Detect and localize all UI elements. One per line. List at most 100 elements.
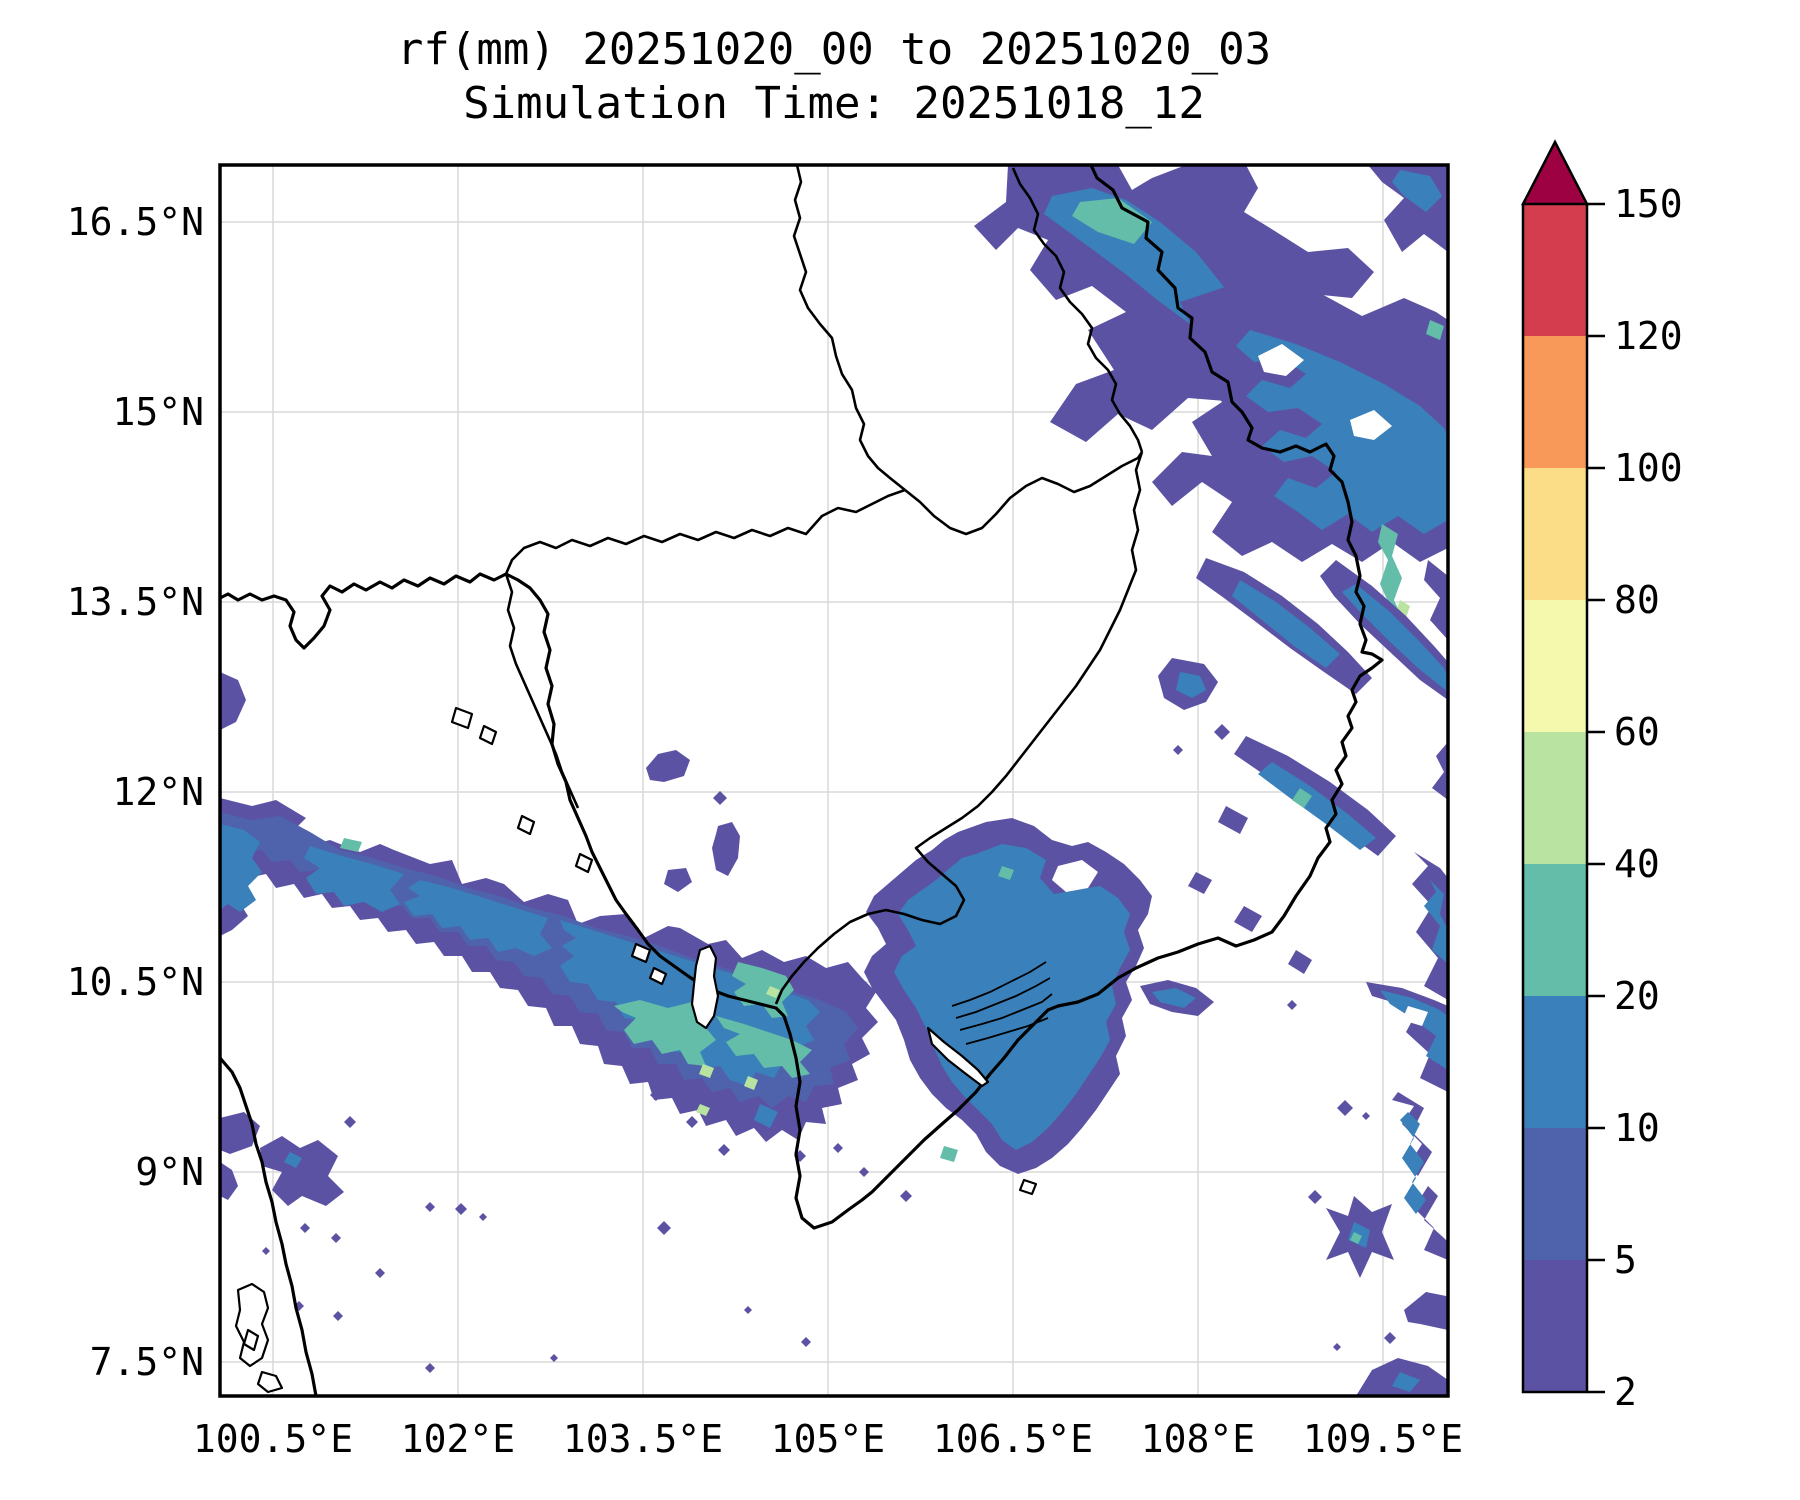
rain-dot	[801, 1337, 811, 1347]
rain-dot	[331, 1233, 341, 1243]
rain-patch-finger-3	[1424, 560, 1448, 640]
rain-dot	[262, 1247, 270, 1255]
rain-patch-bl-wing-2	[260, 1136, 344, 1206]
rain-dot	[713, 791, 727, 805]
geography	[218, 164, 1384, 1397]
rain-patch-sw-green-2	[744, 1076, 758, 1090]
x-tick-label: 106.5°E	[933, 1417, 1093, 1461]
rainfall-contours	[220, 165, 1448, 1396]
rain-patch-crescent-1	[646, 750, 690, 782]
rain-patch-delta-teal-1	[940, 1146, 958, 1162]
country-border	[1011, 167, 1144, 453]
colorbar-outline	[1521, 204, 1589, 1394]
x-tick-label: 105°E	[771, 1417, 885, 1461]
rain-patch-ne-band-teal	[1072, 198, 1152, 244]
rain-patch-trail-1	[1188, 872, 1212, 894]
rain-dot	[300, 1223, 310, 1233]
rain-dot	[1362, 1112, 1370, 1120]
rain-dot	[425, 1363, 435, 1373]
y-tick-label: 12°N	[112, 770, 204, 814]
rain-patch-edge-sliver	[1432, 742, 1448, 800]
island-outline	[242, 1328, 260, 1352]
rain-patch-sw-teal-4	[340, 838, 362, 852]
rain-patch-br-snake-blue	[1400, 1112, 1426, 1214]
rain-dot	[1173, 745, 1183, 755]
colorbar-tick-label: 150	[1614, 182, 1683, 226]
colorbar-segment	[1523, 864, 1587, 996]
y-axis-labels: 16.5°N 15°N 13.5°N 12°N 10.5°N 9°N 7.5°N	[67, 200, 204, 1384]
rain-patch-br-snake	[1392, 1092, 1448, 1260]
rain-dot	[650, 1089, 662, 1101]
colorbar-tick-label: 5	[1614, 1238, 1637, 1282]
colorbar-tick-label: 60	[1614, 710, 1660, 754]
rain-patch-sw-teal-3	[732, 962, 794, 1018]
rain-dot	[900, 1190, 912, 1202]
rain-patch-br-bottom-blue	[1392, 1372, 1420, 1392]
country-border	[774, 451, 1144, 1005]
colorbar-tick-label: 2	[1614, 1370, 1637, 1414]
island-outline	[1018, 1178, 1038, 1196]
island-outline	[450, 706, 474, 730]
rain-patch-crescent-3	[664, 868, 692, 892]
rain-patch-tr-corner-blue	[1392, 170, 1442, 212]
rain-dot	[859, 1167, 869, 1177]
colorbar-tick-label: 20	[1614, 974, 1660, 1018]
rain-patch-br-arc	[1404, 1292, 1448, 1330]
rain-patch-sw-teal-1	[614, 1000, 716, 1066]
country-border	[504, 488, 906, 809]
island-outline	[630, 942, 652, 964]
rain-patch-finger-1-blue	[1232, 580, 1340, 668]
rain-patch-finger-2-blue	[1342, 584, 1448, 692]
country-border	[792, 164, 906, 492]
rain-dot	[686, 1116, 698, 1128]
plot-subtitle: Simulation Time: 20251018_12	[463, 78, 1205, 129]
river-channel	[955, 977, 1051, 1019]
rain-dot	[1333, 1343, 1341, 1351]
island-outline	[234, 1282, 270, 1368]
y-tick-label: 7.5°N	[90, 1340, 204, 1384]
rain-patch-ne-mass-blue	[1236, 330, 1448, 534]
rain-patch-sw-green-3	[696, 1104, 710, 1116]
x-tick-label: 103.5°E	[563, 1417, 723, 1461]
rain-patch-ne-teal-spec	[1426, 320, 1444, 340]
island-outline	[648, 966, 668, 986]
rain-patch-sw-core-left	[220, 824, 262, 912]
rain-dot	[333, 1311, 343, 1321]
colorbar-segment	[1523, 732, 1587, 864]
x-tick-label: 102°E	[401, 1417, 515, 1461]
rain-dot	[455, 1203, 467, 1215]
rain-patch-sw-green-4	[766, 986, 780, 998]
rain-dot	[1308, 1190, 1322, 1204]
rain-patch-sw-band-tail-blue	[754, 1104, 778, 1128]
rain-dot	[1337, 1100, 1353, 1116]
island-outline	[256, 1370, 284, 1394]
rain-patch-bl-wing-2-blue	[284, 1152, 302, 1168]
colorbar-segment	[1523, 468, 1587, 600]
rain-patch-left-edge-upper	[220, 672, 246, 730]
rain-patch-br-cross-teal	[1350, 1232, 1362, 1244]
rain-patch-sw-green-1	[699, 1064, 714, 1078]
x-tick-label: 100.5°E	[193, 1417, 353, 1461]
coastline	[218, 1056, 318, 1397]
rain-patch-ne-mass-hole-2	[1350, 410, 1392, 440]
island-outline	[516, 814, 536, 836]
y-tick-label: 10.5°N	[67, 960, 204, 1004]
plot-title: rf(mm) 20251020_00 to 20251020_03	[396, 24, 1272, 75]
river-channel	[951, 961, 1047, 1007]
rain-patch-finger-5-blue	[1258, 762, 1376, 850]
rain-dot	[744, 1306, 752, 1314]
rain-patch-br-column-blue	[1380, 990, 1448, 1070]
country-border	[904, 451, 1144, 536]
colorbar-tick-label: 80	[1614, 578, 1660, 622]
rain-patch-finger-5b	[1218, 806, 1248, 834]
x-axis-labels: 100.5°E 102°E 103.5°E 105°E 106.5°E 108°E 109.…	[193, 1417, 1463, 1461]
rain-dot	[657, 1221, 671, 1235]
colorbar-segment	[1523, 996, 1587, 1128]
rain-patch-sw-core-3	[404, 880, 552, 956]
coastline	[219, 164, 1384, 1230]
colorbar-segment	[1523, 204, 1587, 336]
rain-patch-br-column-hole	[1402, 1006, 1428, 1026]
y-tick-label: 16.5°N	[67, 200, 204, 244]
